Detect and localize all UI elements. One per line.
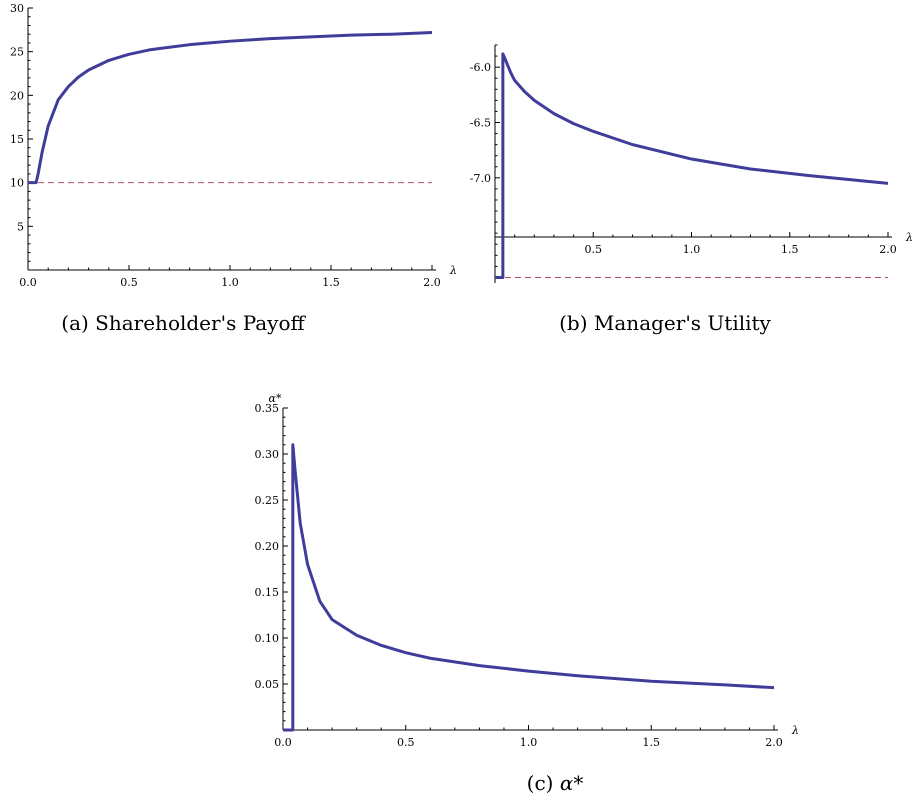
x-tick-label: 0.0 bbox=[274, 736, 292, 749]
panel-caption: (b) Manager's Utility bbox=[559, 311, 771, 335]
x-tick-label: 0.5 bbox=[585, 243, 603, 256]
y-tick-label: 0.15 bbox=[255, 586, 280, 599]
x-axis-label: λ bbox=[449, 264, 457, 277]
caption-text: Shareholder's Payoff bbox=[95, 311, 306, 335]
panel-caption: (a) Shareholder's Payoff bbox=[61, 311, 306, 335]
y-axis-label: α* bbox=[269, 392, 282, 405]
x-tick-label: 0.5 bbox=[120, 276, 138, 289]
x-tick-label: 1.0 bbox=[683, 243, 701, 256]
x-tick-label: 1.5 bbox=[781, 243, 799, 256]
y-tick-label: 15 bbox=[10, 133, 24, 146]
y-tick-label: 25 bbox=[10, 46, 24, 59]
x-tick-label: 0.0 bbox=[19, 276, 37, 289]
series-line bbox=[495, 52, 889, 279]
y-tick-label: 10 bbox=[10, 177, 24, 190]
caption-text: α* bbox=[560, 771, 584, 795]
y-tick-label: 5 bbox=[17, 220, 24, 233]
caption-tag: (c) bbox=[527, 771, 554, 795]
series-line bbox=[28, 30, 433, 185]
x-tick-label: 1.5 bbox=[643, 736, 661, 749]
x-axis-label: λ bbox=[791, 724, 799, 737]
x-tick-label: 1.5 bbox=[322, 276, 340, 289]
y-tick-label: 0.20 bbox=[255, 540, 280, 553]
caption-tag: (a) bbox=[61, 311, 89, 335]
y-tick-label: -7.0 bbox=[470, 172, 491, 185]
y-tick-label: 0.05 bbox=[255, 678, 280, 691]
caption-text: Manager's Utility bbox=[594, 311, 772, 335]
x-tick-label: 2.0 bbox=[423, 276, 441, 289]
chart-panel-b: 0.5 1.0 1.5 2.0 -6.0 -6.5 -7.0 λ (b) Manager's U… bbox=[470, 44, 913, 335]
x-tick-label: 1.0 bbox=[221, 276, 239, 289]
x-tick-label: 0.5 bbox=[397, 736, 415, 749]
x-tick-label: 2.0 bbox=[879, 243, 897, 256]
y-tick-label: 20 bbox=[10, 89, 24, 102]
chart-panel-c: 0.0 0.5 1.0 1.5 2.0 0.05 0.10 0.15 0.20 0.25 0.30 0… bbox=[255, 392, 799, 795]
x-tick-label: 1.0 bbox=[520, 736, 538, 749]
y-tick-label: 0.35 bbox=[255, 402, 280, 415]
caption-tag: (b) bbox=[559, 311, 587, 335]
y-tick-label: 0.25 bbox=[255, 494, 280, 507]
y-tick-label: -6.0 bbox=[470, 61, 491, 74]
y-tick-label: -6.5 bbox=[470, 116, 491, 129]
x-axis-label: λ bbox=[905, 231, 913, 244]
series-line bbox=[283, 443, 775, 732]
x-tick-label: 2.0 bbox=[765, 736, 783, 749]
panel-caption: (c) α* bbox=[527, 771, 584, 795]
y-tick-label: 0.30 bbox=[255, 448, 280, 461]
chart-panel-a: 0.0 0.5 1.0 1.5 2.0 5 10 15 20 25 30 λ (a) Sharehold… bbox=[10, 2, 457, 335]
y-tick-label: 0.10 bbox=[255, 632, 280, 645]
y-tick-label: 30 bbox=[10, 2, 24, 15]
